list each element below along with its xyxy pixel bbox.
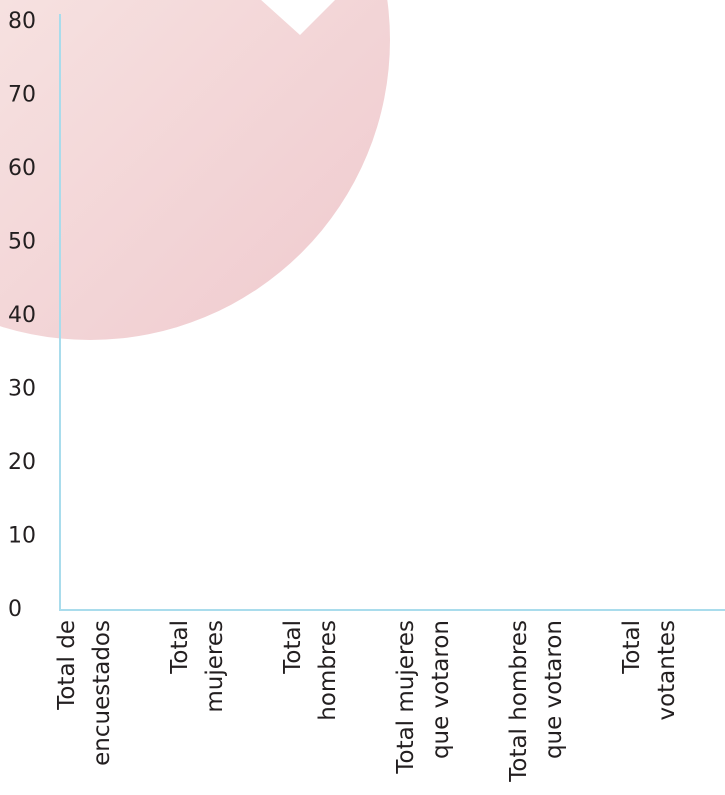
x-tick-label: Total [619, 620, 645, 675]
x-tick-label: Total mujeres [393, 620, 419, 775]
decoration [0, 0, 390, 340]
y-tick-label: 20 [8, 450, 36, 475]
y-tick-label: 70 [8, 83, 36, 108]
y-tick-label: 10 [8, 524, 36, 549]
x-tick-label: hombres [315, 620, 341, 721]
y-tick-label: 30 [8, 377, 36, 402]
y-tick-label: 50 [8, 230, 36, 255]
x-tick-label: que votaron [541, 620, 567, 759]
x-tick-label: Total [280, 620, 306, 675]
y-tick-label: 40 [8, 303, 36, 328]
x-tick-label: votantes [654, 620, 680, 721]
x-tick-label: encuestados [89, 620, 115, 766]
x-tick-label: Total de [54, 620, 80, 711]
x-tick-label: que votaron [428, 620, 454, 759]
y-tick-label: 80 [8, 9, 36, 34]
x-tick-label: mujeres [202, 620, 228, 713]
y-tick-label: 60 [8, 156, 36, 181]
x-tick-label: Total hombres [506, 620, 532, 783]
x-tick-label: Total [167, 620, 193, 675]
y-tick-label: 0 [8, 597, 22, 622]
